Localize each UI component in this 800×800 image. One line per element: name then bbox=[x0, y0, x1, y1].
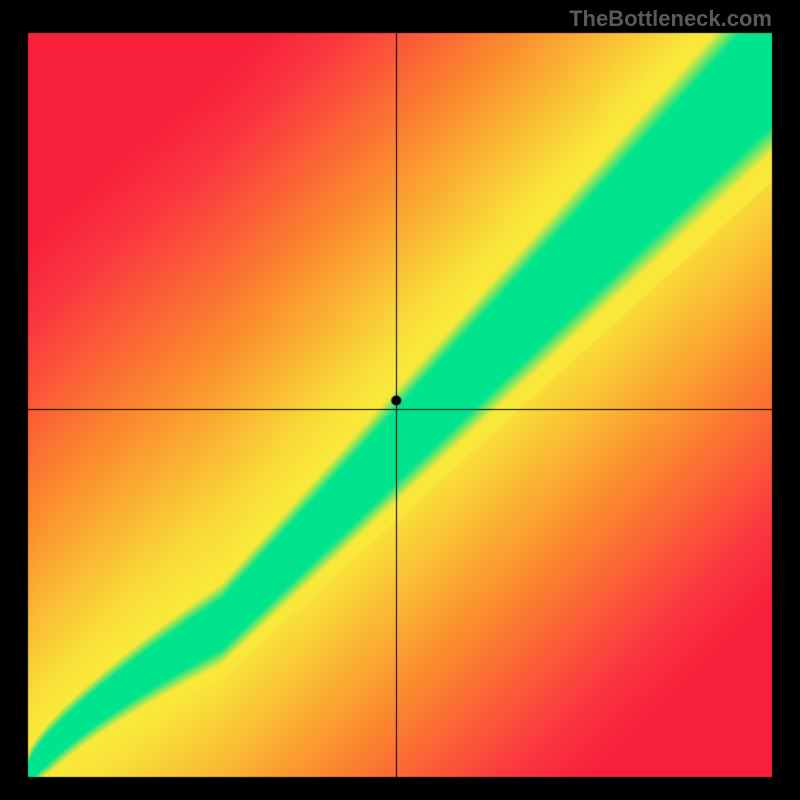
watermark-text: TheBottleneck.com bbox=[569, 6, 772, 32]
chart-container: TheBottleneck.com bbox=[0, 0, 800, 800]
bottleneck-heatmap bbox=[0, 0, 800, 800]
